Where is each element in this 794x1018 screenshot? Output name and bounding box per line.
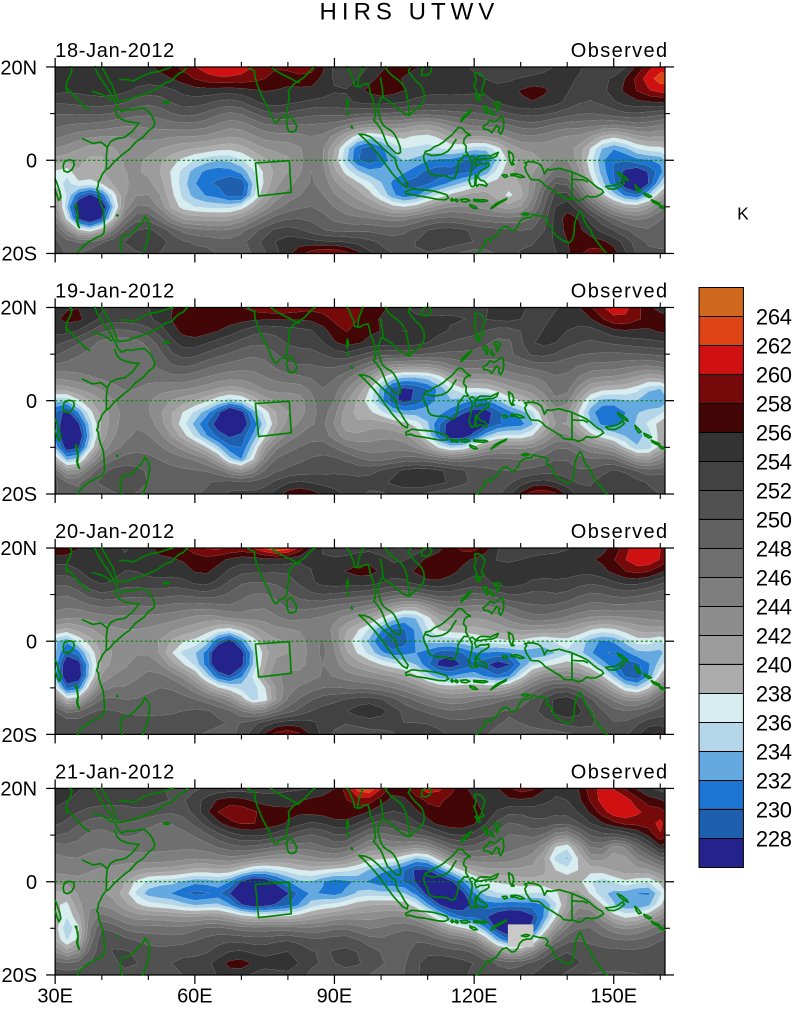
svg-text:242: 242 bbox=[756, 623, 792, 648]
svg-text:HIRS UTWV: HIRS UTWV bbox=[320, 0, 500, 25]
svg-text:90E: 90E bbox=[317, 985, 353, 1007]
svg-text:20S: 20S bbox=[2, 484, 38, 506]
svg-text:Observed: Observed bbox=[571, 280, 669, 302]
svg-text:21-Jan-2012: 21-Jan-2012 bbox=[55, 761, 175, 783]
svg-text:Observed: Observed bbox=[571, 761, 669, 783]
svg-text:30E: 30E bbox=[37, 985, 73, 1007]
svg-text:234: 234 bbox=[756, 739, 792, 764]
svg-text:Observed: Observed bbox=[571, 521, 669, 543]
svg-text:120E: 120E bbox=[451, 985, 498, 1007]
svg-text:236: 236 bbox=[756, 711, 792, 736]
svg-text:228: 228 bbox=[756, 826, 792, 851]
svg-text:264: 264 bbox=[756, 304, 792, 329]
svg-text:260: 260 bbox=[756, 362, 792, 387]
svg-text:60E: 60E bbox=[177, 985, 213, 1007]
svg-text:20N: 20N bbox=[0, 538, 37, 560]
svg-text:232: 232 bbox=[756, 768, 792, 793]
svg-text:0: 0 bbox=[26, 150, 37, 172]
svg-text:0: 0 bbox=[26, 391, 37, 413]
svg-text:254: 254 bbox=[756, 449, 792, 474]
svg-text:240: 240 bbox=[756, 652, 792, 677]
svg-text:20-Jan-2012: 20-Jan-2012 bbox=[55, 521, 175, 543]
svg-text:262: 262 bbox=[756, 333, 792, 358]
svg-text:238: 238 bbox=[756, 681, 792, 706]
svg-text:246: 246 bbox=[756, 566, 792, 591]
svg-text:19-Jan-2012: 19-Jan-2012 bbox=[55, 280, 175, 302]
svg-text:0: 0 bbox=[26, 631, 37, 653]
svg-text:248: 248 bbox=[756, 536, 792, 561]
svg-text:20S: 20S bbox=[2, 965, 38, 987]
svg-text:Observed: Observed bbox=[571, 40, 669, 62]
svg-text:150E: 150E bbox=[590, 985, 637, 1007]
svg-text:250: 250 bbox=[756, 507, 792, 532]
svg-text:20N: 20N bbox=[0, 779, 37, 801]
svg-text:K: K bbox=[737, 204, 749, 224]
svg-text:258: 258 bbox=[756, 392, 792, 417]
svg-text:20S: 20S bbox=[2, 725, 38, 747]
svg-text:20S: 20S bbox=[2, 244, 38, 266]
svg-text:20N: 20N bbox=[0, 57, 37, 79]
svg-text:18-Jan-2012: 18-Jan-2012 bbox=[55, 40, 175, 62]
svg-text:244: 244 bbox=[756, 594, 792, 619]
svg-text:230: 230 bbox=[756, 797, 792, 822]
svg-text:0: 0 bbox=[26, 872, 37, 894]
svg-text:256: 256 bbox=[756, 421, 792, 446]
svg-text:252: 252 bbox=[756, 478, 792, 503]
svg-text:20N: 20N bbox=[0, 298, 37, 320]
